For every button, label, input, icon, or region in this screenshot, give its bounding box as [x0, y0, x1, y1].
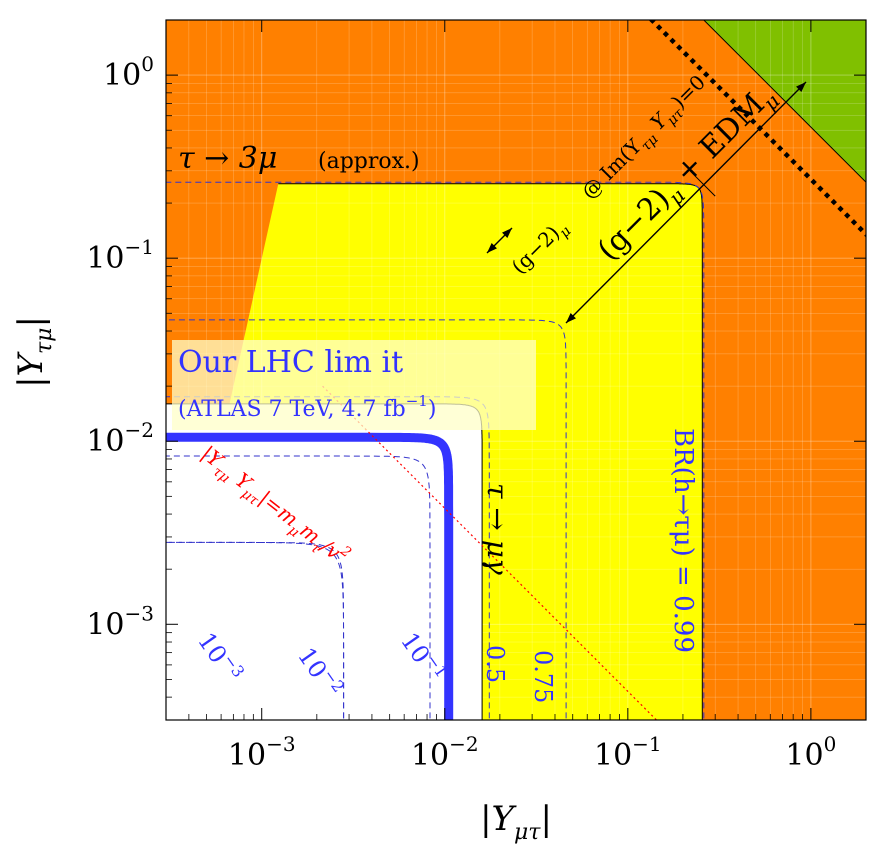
- x-tick-label-2: 10−1: [594, 732, 662, 773]
- label-br-contour-3: 0.5: [481, 645, 509, 683]
- contour-lhc-limit: [166, 432, 454, 720]
- label-approx: (approx.): [318, 149, 420, 174]
- y-tick-label-2: 10−1: [86, 235, 154, 276]
- contour-g2-im-zero: [648, 20, 866, 238]
- plot-frame: [165, 19, 867, 721]
- label-tau-mugamma: τ → μγ: [481, 483, 514, 575]
- contour-g2-edm: [703, 20, 866, 183]
- region-g2-edm-overlay: [703, 20, 866, 183]
- arrow-g2-head-1: [502, 228, 512, 238]
- contour-br-2: [166, 455, 431, 720]
- arrow-g2-edm: [565, 81, 807, 324]
- x-tick-label-3: 100: [785, 732, 836, 773]
- arrow-g2-head-0: [487, 243, 497, 253]
- contour-g2: [689, 170, 716, 197]
- label-tau-3mu: τ → 3μ: [178, 141, 277, 176]
- lhc-label-box: [172, 340, 536, 430]
- arrow-g2-edm-head-0: [566, 313, 576, 323]
- y-tick-label-1: 10−2: [86, 418, 154, 459]
- label-lhc-title: Our LHC lim it: [178, 345, 403, 380]
- label-br-contour-4: 0.75: [529, 650, 557, 703]
- region-allowed: [166, 403, 483, 720]
- contour-br-5: [166, 181, 705, 720]
- y-axis-title: |Yτμ|: [11, 316, 57, 388]
- contour-naturalness: [322, 385, 657, 720]
- x-tick-label-1: 10−2: [411, 732, 479, 773]
- x-tick-label-0: 10−3: [228, 732, 296, 773]
- x-axis-title: |Yμτ|: [480, 799, 552, 845]
- ticks-layer: 10−3 10−2 10−1 100 10−3 10−2 10−1 100: [86, 19, 867, 773]
- label-lhc-sub: (ATLAS 7 TeV, 4.7 fb−1): [178, 392, 436, 422]
- contour-br-0: [166, 541, 345, 720]
- contour-br-1: [166, 541, 345, 720]
- arrow-g2-edm-head-1: [796, 82, 806, 92]
- y-tick-label-3: 100: [103, 52, 154, 93]
- contour-br-4: [166, 319, 567, 720]
- regions-layer: [166, 20, 866, 720]
- y-tick-label-0: 10−3: [86, 601, 154, 642]
- label-br: BR(h→τμ) = 0.99: [668, 428, 698, 653]
